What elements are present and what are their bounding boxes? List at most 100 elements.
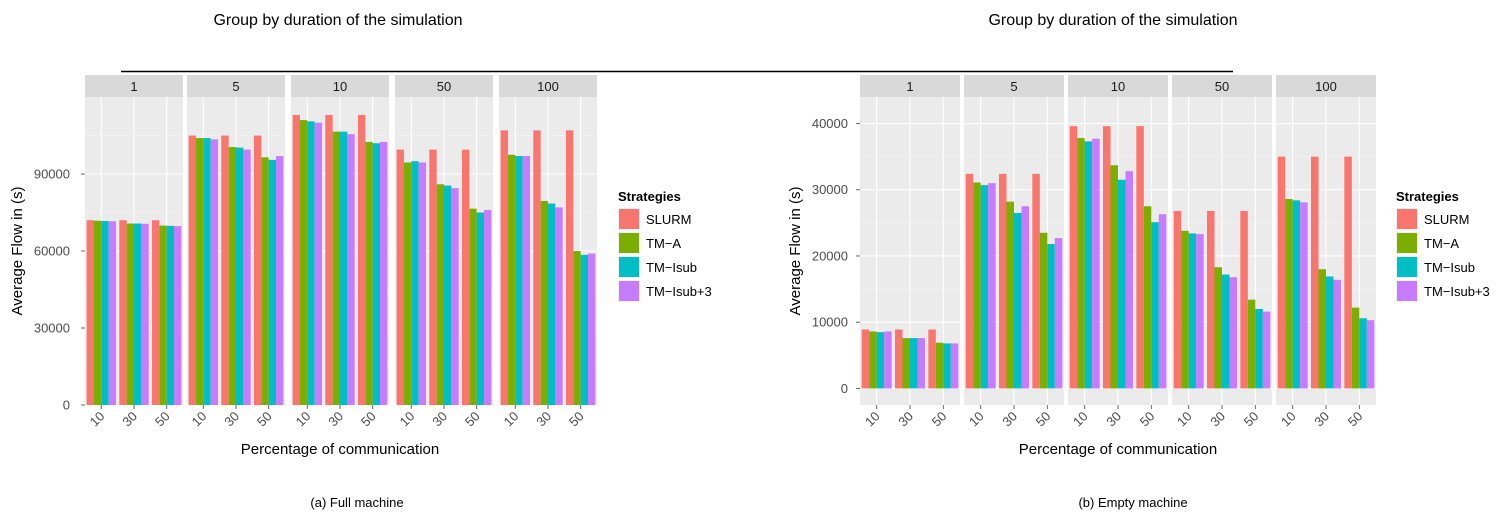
bar-10-10-slurm — [292, 114, 300, 405]
bar-1-50-tma — [935, 342, 944, 389]
bar-5-30-tmisub+3 — [243, 149, 251, 405]
facet-panel-5: 5 10 30 50 — [964, 75, 1064, 429]
legend-swatch — [619, 281, 639, 301]
facet-panel-100: 100 10 30 50 — [499, 75, 597, 429]
bar-10-10-tmisub — [307, 121, 315, 405]
legend-label: TM−Isub+3 — [646, 284, 712, 299]
bar-50-30-tma — [436, 184, 444, 405]
facet-strip — [860, 75, 960, 97]
bar-100-30-slurm — [1311, 156, 1319, 389]
chart-title: Group by duration of the simulation — [988, 12, 1237, 29]
y-tick-label: 40000 — [812, 116, 848, 131]
x-tick-label: 10 — [189, 409, 210, 430]
bar-50-10-tmisub — [1188, 233, 1197, 389]
bar-50-10-tmisub+3 — [418, 162, 427, 405]
bar-1-30-tma — [126, 223, 134, 405]
bar-100-50-tma — [573, 251, 581, 405]
bar-5-50-tmisub+3 — [1054, 238, 1063, 389]
bar-100-10-tmisub — [1292, 200, 1301, 389]
legend-label: TM−A — [646, 236, 681, 251]
x-tick-label: 10 — [397, 409, 418, 430]
legend-swatch — [1397, 281, 1417, 301]
y-tick-label: 0 — [841, 381, 848, 396]
x-tick-label: 30 — [1103, 409, 1124, 430]
legend-title: Strategies — [618, 189, 681, 204]
facet-strip-label: 1 — [130, 79, 137, 94]
bar-100-30-tma — [1318, 269, 1326, 389]
facet-strip — [1172, 75, 1272, 97]
facet-panel-5: 5 10 30 50 — [187, 75, 285, 429]
bar-50-10-tma — [403, 162, 412, 405]
y-tick-label: 0 — [63, 398, 70, 413]
bar-100-10-tmisub+3 — [1300, 202, 1308, 389]
facet-panel-1: 1 10 30 50 — [860, 75, 960, 429]
bar-5-50-tmisub+3 — [276, 156, 284, 405]
x-tick-label: 10 — [966, 409, 987, 430]
bar-5-10-tmisub — [203, 138, 211, 406]
bar-1-50-tma — [159, 225, 167, 405]
legend-swatch — [1397, 209, 1417, 229]
facet-strip-label: 5 — [1010, 79, 1017, 94]
bar-1-30-tmisub+3 — [141, 223, 149, 405]
bar-10-30-tma — [1110, 165, 1118, 389]
facet-panel-50: 50 10 30 50 — [1172, 75, 1272, 429]
bar-100-50-slurm — [565, 130, 574, 405]
facet-strip — [85, 75, 183, 97]
bar-10-30-slurm — [325, 114, 333, 405]
bar-5-10-slurm — [965, 173, 974, 389]
bar-100-10-tmisub — [515, 156, 523, 405]
bar-50-30-tmisub+3 — [1229, 277, 1237, 389]
legend-swatch — [619, 209, 639, 229]
y-axis-label: Average Flow in (s) — [9, 187, 26, 316]
bar-50-10-tmisub — [411, 161, 419, 405]
legend-swatch — [1397, 233, 1417, 253]
bar-10-30-tmisub — [1118, 179, 1126, 389]
facet-strip — [499, 75, 597, 97]
y-tick-label: 30000 — [34, 321, 70, 336]
facet-strip-label: 10 — [1111, 79, 1125, 94]
legend-swatch — [619, 233, 639, 253]
bar-50-10-slurm — [1173, 210, 1182, 389]
bar-1-30-tmisub+3 — [917, 338, 925, 389]
bar-10-10-tmisub — [1084, 141, 1093, 389]
bar-5-30-tmisub+3 — [1021, 206, 1029, 389]
facet-strip — [964, 75, 1064, 97]
bar-1-50-tmisub — [943, 343, 951, 389]
x-axis-label: Percentage of communication — [1019, 441, 1217, 458]
x-tick-label: 50 — [152, 409, 173, 430]
facet-panel-100: 100 10 30 50 — [1276, 75, 1376, 429]
bar-5-10-tma — [973, 182, 981, 389]
bar-1-10-slurm — [861, 329, 870, 389]
facet-strip-label: 5 — [232, 79, 239, 94]
bar-50-50-tmisub+3 — [484, 209, 492, 405]
bar-10-50-tma — [1143, 206, 1152, 389]
bar-10-30-slurm — [1103, 126, 1111, 389]
bar-10-30-tmisub+3 — [1125, 171, 1133, 389]
facet-strip-label: 10 — [333, 79, 347, 94]
bar-100-50-tmisub+3 — [1366, 320, 1375, 389]
x-tick-label: 10 — [1278, 409, 1299, 430]
x-tick-label: 10 — [1070, 409, 1091, 430]
facet-panel-50: 50 10 30 50 — [395, 75, 493, 429]
bar-1-50-tmisub+3 — [174, 226, 182, 405]
bar-10-10-slurm — [1069, 126, 1078, 389]
bar-100-10-tmisub+3 — [522, 156, 531, 405]
x-tick-label: 10 — [1174, 409, 1195, 430]
bar-100-30-slurm — [533, 130, 541, 405]
legend-label: TM−Isub — [646, 260, 697, 275]
facet-strip-label: 1 — [906, 79, 913, 94]
facet-strip — [1068, 75, 1168, 97]
x-tick-label: 50 — [462, 409, 483, 430]
bar-1-10-tmisub+3 — [884, 331, 892, 389]
bar-100-50-tmisub — [580, 254, 589, 405]
x-tick-label: 10 — [862, 409, 883, 430]
bar-100-10-slurm — [1277, 156, 1286, 389]
facet-strip — [187, 75, 285, 97]
bar-5-50-slurm — [1032, 173, 1040, 389]
x-tick-label: 30 — [895, 409, 916, 430]
bar-100-50-slurm — [1344, 156, 1352, 389]
bar-100-10-tma — [1285, 199, 1293, 389]
bar-50-30-tmisub — [444, 185, 452, 405]
y-tick-label: 10000 — [812, 315, 848, 330]
